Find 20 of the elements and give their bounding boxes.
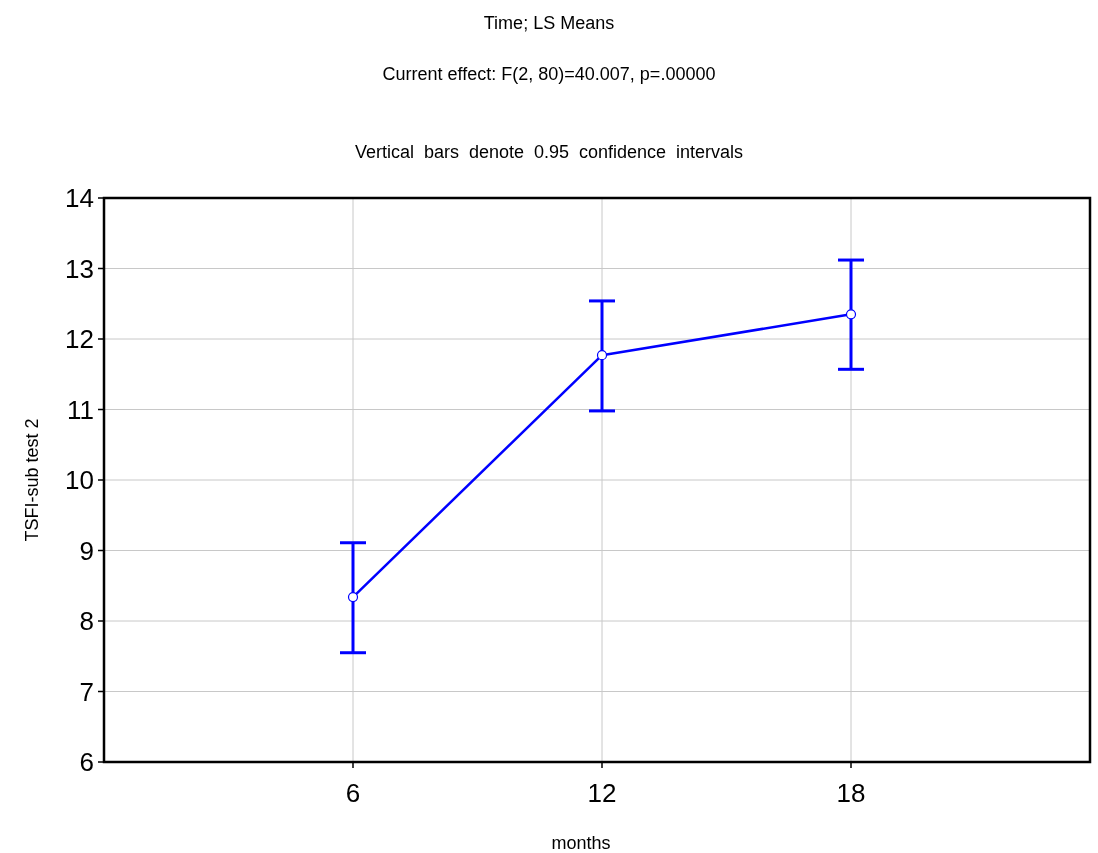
y-tick-label: 14 (65, 183, 94, 214)
x-tick-label: 12 (587, 778, 617, 808)
y-tick-label: 13 (65, 253, 94, 284)
point (845, 309, 857, 320)
point (347, 591, 359, 603)
y-tick-label: 7 (79, 676, 94, 707)
y-tick-label: 9 (79, 535, 94, 566)
y-tick-label: 6 (79, 747, 94, 778)
x-tick-label: 18 (836, 778, 866, 808)
y-tick-label: 11 (67, 394, 94, 425)
y-tick-label: 10 (65, 465, 94, 496)
x-axis-title: months (551, 833, 611, 853)
text: Vertical bars denote 0.95 confidence intervals (354, 142, 744, 162)
point (596, 350, 608, 361)
y-axis-title: TSFI-sub test 2 (22, 418, 42, 542)
chart-title: Time; LS Means (483, 13, 615, 33)
y-tick-label: 8 (79, 606, 94, 637)
x-tick-label: 6 (345, 778, 361, 808)
y-tick-label: 12 (65, 324, 94, 355)
chart-subtitle: Current effect: F(2, 80)=40.007, p=.00000 (382, 64, 716, 84)
